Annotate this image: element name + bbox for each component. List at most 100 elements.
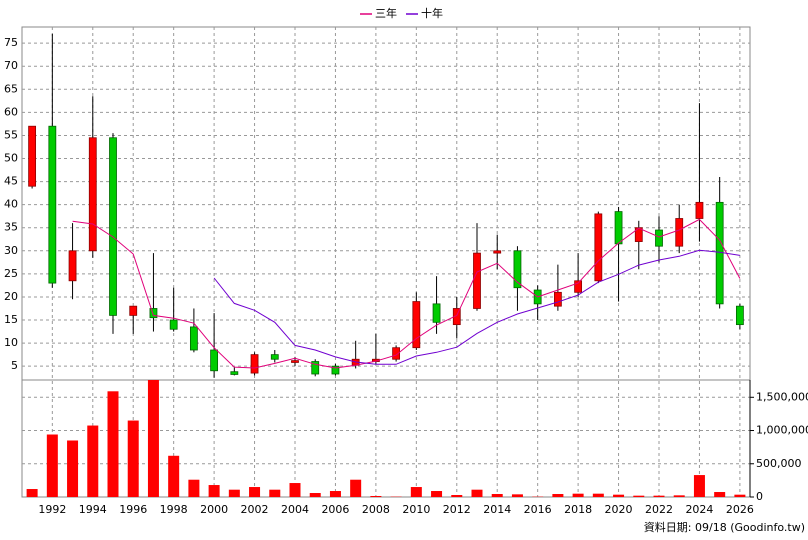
x-tick-label: 2026 (726, 503, 754, 516)
y-tick-label: 65 (4, 82, 18, 95)
volume-bar (87, 425, 99, 497)
x-tick-label: 2016 (524, 503, 552, 516)
volume-bar (431, 491, 443, 497)
x-tick-label: 2000 (200, 503, 228, 516)
y-tick-label: 20 (4, 290, 18, 303)
volume-bar (208, 485, 220, 497)
candle-body (473, 252, 481, 309)
y-tick-label: 5 (11, 359, 18, 372)
candle-body (553, 291, 562, 307)
candle-body (715, 201, 724, 305)
volume-bar (592, 493, 604, 497)
volume-bar (552, 494, 564, 497)
y-tick-label: 35 (4, 221, 18, 234)
y-tick-label: 30 (4, 244, 18, 257)
candle-body (149, 308, 158, 319)
candle-body (695, 201, 704, 219)
volume-bar (147, 380, 159, 497)
volume-bar (107, 391, 119, 497)
candle-body (594, 213, 603, 282)
x-tick-label: 2002 (241, 503, 269, 516)
candle-body (189, 326, 198, 351)
x-tick-label: 1992 (38, 503, 66, 516)
x-tick-label: 2020 (605, 503, 633, 516)
volume-bar (613, 494, 625, 497)
candle-body (412, 301, 421, 349)
volume-bar (693, 475, 705, 497)
volume-bar (511, 494, 523, 497)
candle-body (493, 250, 502, 254)
candle-body (331, 365, 340, 375)
source-note: 資料日期: 09/18 (Goodinfo.tw) (644, 520, 805, 534)
volume-bar (269, 489, 281, 497)
x-tick-label: 2010 (402, 503, 430, 516)
volume-bar (673, 495, 685, 497)
x-tick-label: 2024 (685, 503, 713, 516)
candle-body (675, 218, 684, 247)
x-tick-label: 2008 (362, 503, 390, 516)
volume-bar (734, 494, 746, 497)
volume-bar (471, 489, 483, 497)
volume-bar (289, 483, 301, 497)
x-tick-label: 2006 (321, 503, 349, 516)
candle-body (735, 305, 744, 326)
y-tick-label: 75 (4, 36, 18, 49)
candle-body (109, 137, 117, 316)
candle-body (270, 354, 279, 360)
y2-tick-label: 1,500,000 (756, 390, 808, 403)
volume-bar (188, 479, 200, 497)
candle-body (311, 361, 320, 375)
candle-body (129, 305, 138, 316)
candle-body (250, 354, 259, 374)
candle-body (574, 280, 583, 293)
volume-bar (653, 495, 665, 497)
y2-tick-label: 1,000,000 (756, 424, 808, 437)
volume-bar (26, 489, 38, 497)
candle-body (169, 319, 178, 330)
candle-body (513, 250, 522, 289)
candle-body (614, 211, 623, 245)
legend-label: 三年 (375, 6, 397, 20)
candle-body (88, 137, 97, 252)
y-tick-label: 45 (4, 175, 18, 188)
x-tick-label: 2004 (281, 503, 309, 516)
x-tick-label: 2014 (483, 503, 511, 516)
volume-bar (249, 487, 261, 497)
candle-body (28, 125, 37, 187)
volume-bar (572, 493, 584, 497)
y-tick-label: 15 (4, 313, 18, 326)
candle-body (392, 347, 401, 360)
y-tick-label: 40 (4, 198, 18, 211)
ma-line (213, 249, 740, 365)
volume-bar (714, 492, 726, 497)
y-tick-label: 55 (4, 128, 18, 141)
x-tick-label: 2018 (564, 503, 592, 516)
x-tick-label: 1998 (160, 503, 188, 516)
volume-bar (410, 487, 422, 497)
volume-bar (309, 493, 321, 497)
volume-bar (633, 495, 645, 497)
volume-bar (127, 420, 139, 497)
candle-body (210, 349, 219, 372)
volume-bar (491, 494, 503, 497)
volume-bar (67, 440, 79, 497)
x-tick-label: 1994 (79, 503, 107, 516)
y-tick-label: 60 (4, 105, 18, 118)
y2-tick-label: 500,000 (756, 457, 802, 470)
x-tick-label: 2022 (645, 503, 673, 516)
volume-bar (350, 479, 362, 497)
candle-body (432, 303, 441, 323)
candle-body (68, 250, 77, 282)
y-tick-label: 50 (4, 152, 18, 165)
plot-frame (21, 26, 751, 498)
y-tick-label: 25 (4, 267, 18, 280)
volume-bar (46, 434, 58, 497)
candle-body (655, 229, 663, 247)
volume-bar (451, 495, 463, 497)
volume-bar (329, 491, 341, 497)
y-tick-label: 10 (4, 336, 18, 349)
x-tick-label: 1996 (119, 503, 147, 516)
y2-tick-label: 0 (756, 490, 763, 503)
candle-body (291, 360, 299, 363)
